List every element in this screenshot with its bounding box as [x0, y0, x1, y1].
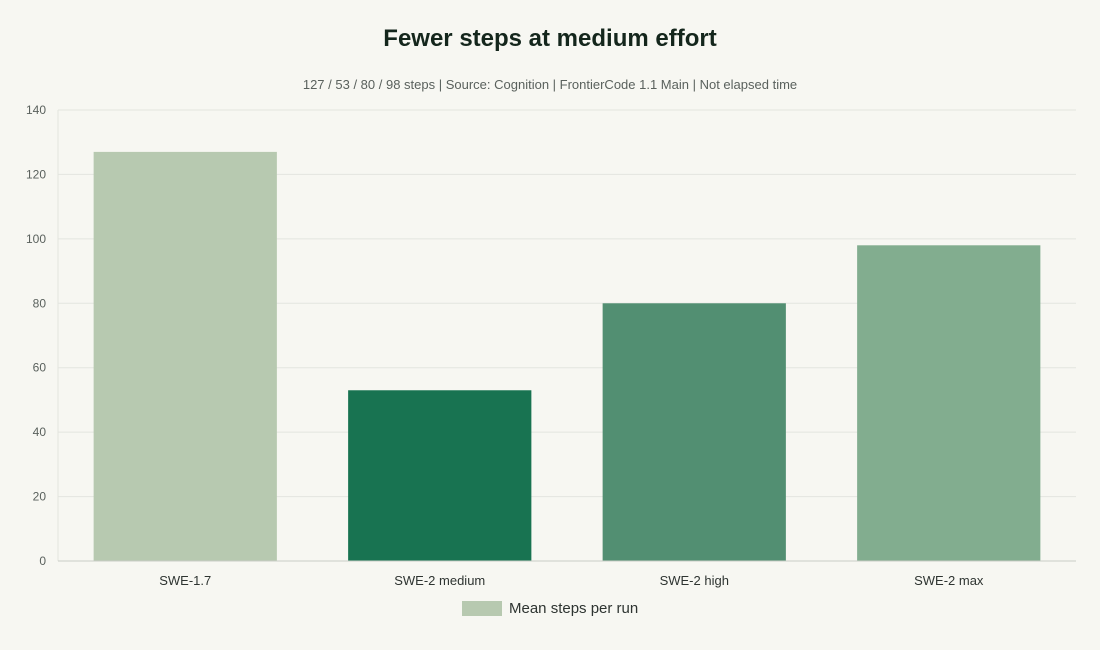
y-tick-label: 80 — [33, 296, 47, 310]
x-tick-label: SWE-2 max — [914, 573, 984, 588]
bar-swe-1-7 — [93, 151, 277, 561]
x-tick-label: SWE-1.7 — [159, 573, 211, 588]
y-tick-label: 20 — [33, 490, 47, 504]
y-tick-label: 140 — [26, 103, 46, 117]
y-tick-label: 60 — [33, 361, 47, 375]
legend-label: Mean steps per run — [509, 600, 638, 617]
x-tick-label: SWE-2 high — [660, 573, 729, 588]
y-tick-label: 120 — [26, 167, 46, 181]
bar-swe-2-max — [857, 245, 1041, 562]
x-axis: SWE-1.7 SWE-2 medium SWE-2 high SWE-2 max — [58, 560, 1076, 588]
y-axis: 0 20 40 60 80 100 120 140 — [26, 103, 59, 568]
y-tick-label: 40 — [33, 425, 47, 439]
x-tick-label: SWE-2 medium — [394, 573, 485, 588]
legend-swatch — [462, 601, 502, 616]
bars — [93, 151, 1041, 562]
y-tick-label: 100 — [26, 232, 46, 246]
y-tick-label: 0 — [39, 554, 46, 568]
chart-title: Fewer steps at medium effort — [383, 25, 716, 52]
chart-subtitle: 127 / 53 / 80 / 98 steps | Source: Cogni… — [303, 77, 797, 92]
bar-swe-2-medium — [348, 390, 532, 561]
bar-swe-2-high — [602, 303, 786, 561]
legend: Mean steps per run — [462, 600, 638, 617]
